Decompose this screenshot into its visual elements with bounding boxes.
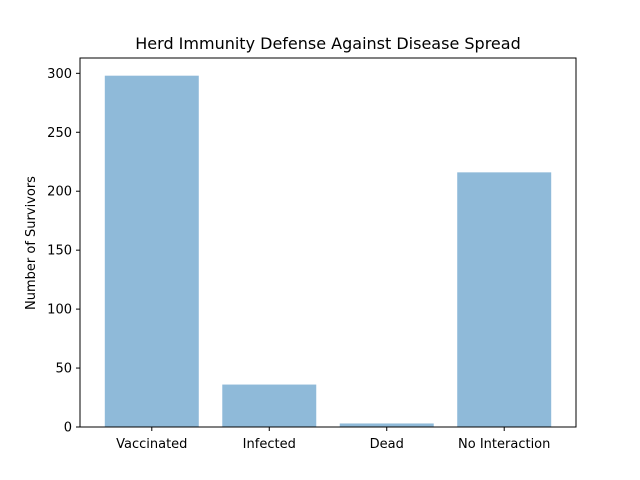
y-tick-label: 200: [47, 185, 72, 200]
bar-vaccinated: [104, 75, 199, 427]
bar-infected: [222, 384, 317, 427]
y-tick-label: 150: [47, 244, 72, 259]
y-axis-ticks: 0 50 100 150 200 250 300: [47, 67, 80, 436]
x-axis-ticks: Vaccinated Infected Dead No Interaction: [116, 427, 550, 452]
plot-frame: [79, 57, 577, 428]
x-tick-label-dead: Dead: [370, 437, 404, 452]
x-tick-label-vaccinated: Vaccinated: [116, 437, 187, 452]
y-tick-label: 0: [64, 421, 72, 436]
y-tick-label: 100: [47, 303, 72, 318]
x-tick-label-no-interaction: No Interaction: [458, 437, 550, 452]
chart-title: Herd Immunity Defense Against Disease Sp…: [135, 34, 520, 53]
bars-group: [104, 75, 552, 427]
bar-no-interaction: [457, 172, 552, 427]
bar-dead: [339, 423, 434, 427]
y-axis-label: Number of Survivors: [24, 176, 39, 310]
y-tick-label: 300: [47, 67, 72, 82]
y-tick-label: 50: [55, 362, 72, 377]
y-tick-label: 250: [47, 126, 72, 141]
x-tick-label-infected: Infected: [243, 437, 296, 452]
